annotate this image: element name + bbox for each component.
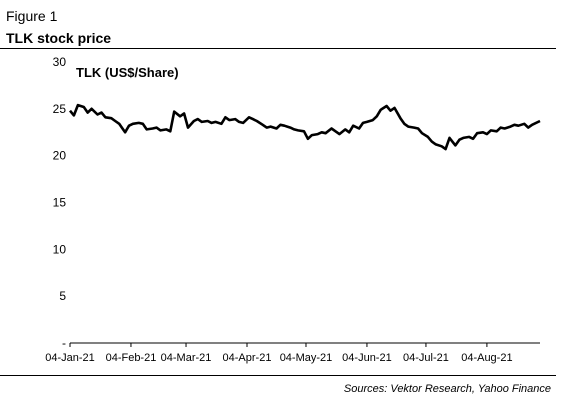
source-note: Sources: Vektor Research, Yahoo Finance [343,383,551,395]
y-tick-label: - [62,336,66,350]
y-axis: - 5 10 15 20 25 30 [53,55,67,350]
series-label: TLK (US$/Share) [76,65,179,80]
x-tick-label: 04-Jun-21 [342,352,392,364]
x-tick-label: 04-Feb-21 [106,352,157,364]
y-tick-label: 10 [53,242,67,256]
x-tick-label: 04-Jan-21 [45,352,95,364]
series-line-tlk [68,103,541,151]
y-tick-label: 20 [53,149,67,163]
x-tick-label: 04-Mar-21 [161,352,212,364]
x-tick-label: 04-May-21 [280,352,333,364]
footer-rule [0,375,556,376]
figure-label: Figure 1 [6,8,58,24]
figure-title: TLK stock price [6,30,112,46]
x-tick-label: 04-Apr-21 [223,352,272,364]
y-tick-label: 30 [53,55,67,69]
x-tick-label: 04-Aug-21 [461,352,512,364]
x-tick-label: 04-Jul-21 [403,352,449,364]
y-tick-label: 25 [53,102,67,116]
y-tick-label: 15 [53,196,67,210]
x-axis: 04-Jan-21 04-Feb-21 04-Mar-21 04-Apr-21 04-M… [45,342,540,364]
header-rule [0,48,556,49]
y-tick-label: 5 [59,289,66,303]
